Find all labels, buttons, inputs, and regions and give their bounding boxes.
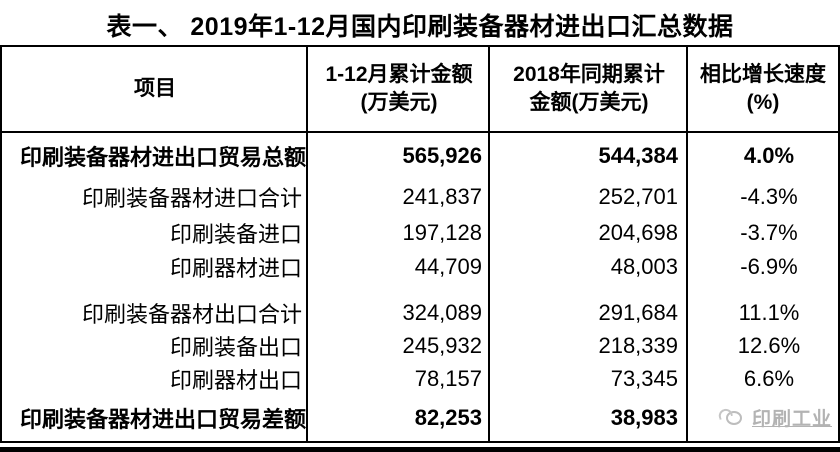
cell-item-label: 印刷装备器材出口合计	[81, 301, 302, 327]
header-divider	[0, 131, 840, 133]
cell-2018-value: 218,339	[598, 333, 678, 358]
cell-2018-value: 48,003	[610, 253, 678, 279]
column-divider-2	[488, 47, 490, 441]
watermark-logo-icon	[718, 408, 748, 428]
table-bottom-line-thick	[0, 447, 840, 452]
cell-2018-value: 73,345	[610, 366, 678, 391]
table-row-materials-export: 印刷器材出口 78,157 73,345 6.6%	[2, 363, 838, 395]
summary-table: 项目 1-12月累计金额 (万美元) 2018年同期累计 金额(万美元) 相比增…	[0, 45, 840, 452]
table-header-row: 项目 1-12月累计金额 (万美元) 2018年同期累计 金额(万美元) 相比增…	[2, 47, 838, 131]
table-border-left	[0, 45, 2, 443]
table-row-equipment-import: 印刷装备进口 197,128 204,698 -3.7%	[2, 215, 838, 250]
cell-2019-value: 324,089	[402, 299, 482, 325]
cell-2018-value: 291,684	[598, 299, 678, 325]
cell-item-label: 印刷器材出口	[169, 368, 302, 393]
header-item-label: 项目	[134, 77, 176, 100]
cell-2019-value: 197,128	[402, 219, 482, 245]
header-2018-amount: 2018年同期累计 金额(万美元)	[490, 47, 688, 131]
header-growth: 相比增长速度 (%)	[688, 47, 838, 131]
header-2018-line1: 2018年同期累计	[513, 63, 665, 86]
table-row-total: 印刷装备器材进出口贸易总额 565,926 544,384 4.0%	[2, 133, 838, 178]
header-growth-line1: 相比增长速度	[700, 63, 826, 86]
cell-item-label: 印刷装备器材进出口贸易总额	[20, 144, 307, 170]
watermark: 印刷工业	[688, 404, 838, 431]
cell-growth-value: 4.0%	[743, 142, 795, 168]
cell-item-label: 印刷装备器材进出口贸易差额	[20, 406, 307, 432]
cell-item-label: 印刷装备进口	[169, 221, 302, 247]
column-divider-1	[306, 47, 308, 441]
table-row-materials-import: 印刷器材进口 44,709 48,003 -6.9%	[2, 250, 838, 283]
cell-2018-value: 38,983	[610, 404, 678, 430]
table-row-import-total: 印刷装备器材进口合计 241,837 252,701 -4.3%	[2, 178, 838, 215]
cell-2018-value: 252,701	[598, 183, 678, 209]
table-border-top	[0, 45, 840, 47]
header-growth-line2: (%)	[746, 91, 780, 114]
cell-2019-value: 78,157	[414, 366, 482, 391]
table-title: 表一、 2019年1-12月国内印刷装备器材进出口汇总数据	[106, 13, 734, 41]
cell-2019-value: 241,837	[402, 183, 482, 209]
cell-growth-value: 6.6%	[743, 366, 795, 391]
cell-2019-value: 245,932	[402, 333, 482, 358]
table-bottom-line-thin	[0, 441, 840, 443]
cell-growth-value: -4.3%	[740, 183, 798, 209]
header-2019-amount: 1-12月累计金额 (万美元)	[308, 47, 490, 131]
cell-2019-value: 565,926	[402, 142, 482, 168]
cell-growth-value: -6.9%	[740, 253, 798, 279]
header-2019-line1: 1-12月累计金额	[325, 63, 473, 86]
cell-growth-value: 11.1%	[738, 299, 800, 325]
cell-item-label: 印刷装备出口	[169, 335, 302, 360]
cell-2019-value: 82,253	[414, 404, 482, 430]
cell-2018-value: 204,698	[598, 219, 678, 245]
table-body: 印刷装备器材进出口贸易总额 565,926 544,384 4.0% 印刷装备器…	[2, 133, 838, 440]
cell-growth-value: 12.6%	[737, 333, 801, 358]
table-row-export-total: 印刷装备器材出口合计 324,089 291,684 11.1%	[2, 296, 838, 329]
column-divider-3	[686, 47, 688, 441]
cell-item-label: 印刷装备器材进口合计	[81, 185, 302, 211]
table-border-right	[838, 45, 840, 443]
table-row-trade-balance: 印刷装备器材进出口贸易差额 82,253 38,983 印刷工业	[2, 395, 838, 440]
cell-2019-value: 44,709	[414, 253, 482, 279]
cell-2018-value: 544,384	[598, 142, 678, 168]
cell-growth-value: -3.7%	[740, 219, 798, 245]
watermark-text: 印刷工业	[751, 409, 832, 430]
row-spacer	[2, 283, 838, 296]
cell-item-label: 印刷器材进口	[169, 255, 302, 281]
header-2018-line2: 金额(万美元)	[529, 91, 649, 114]
table-row-equipment-export: 印刷装备出口 245,932 218,339 12.6%	[2, 329, 838, 363]
header-2019-line2: (万美元)	[360, 91, 438, 114]
header-item: 项目	[2, 47, 308, 131]
